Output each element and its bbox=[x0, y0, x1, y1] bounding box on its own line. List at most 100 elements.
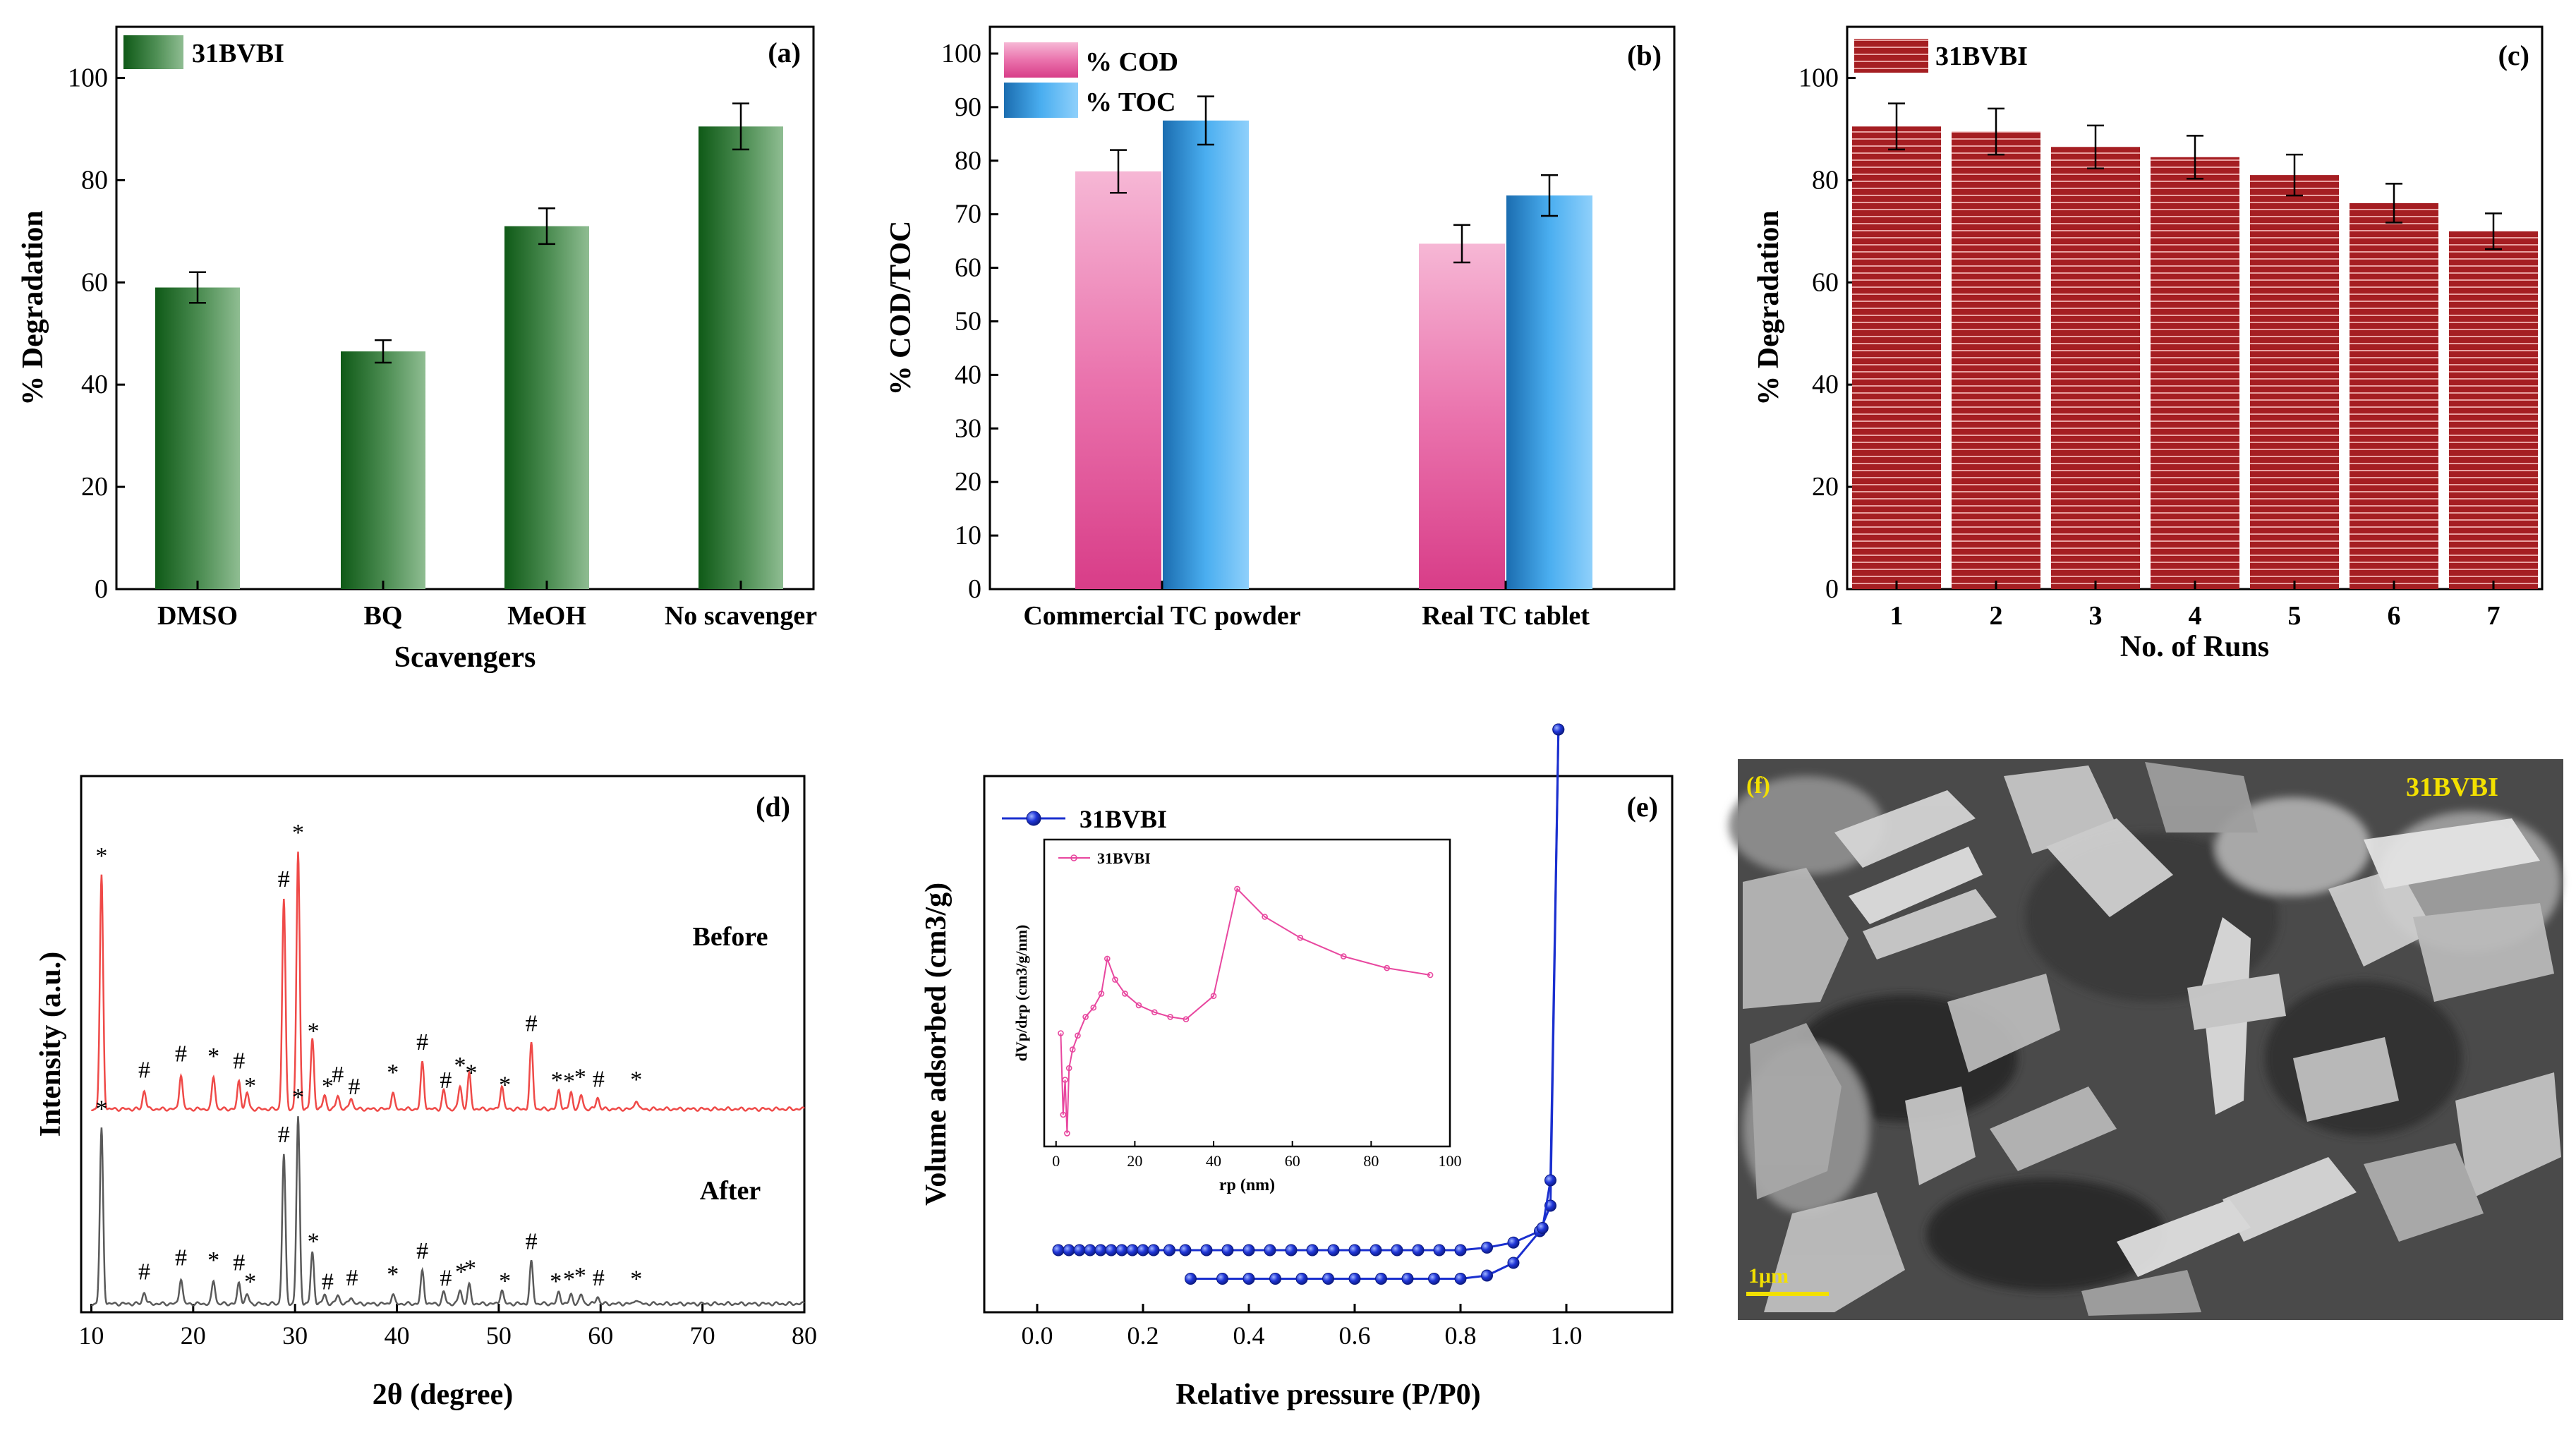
panel-d-peak-marker-0-23: * bbox=[630, 1067, 642, 1093]
panel-e-desorption-point-8 bbox=[1375, 1273, 1387, 1285]
panel-d-series-label-1: After bbox=[700, 1176, 761, 1206]
panel-e-inset-point-2 bbox=[1062, 1077, 1068, 1083]
panel-b-ytick-label-3: 30 bbox=[955, 413, 981, 443]
panel-c-bar-2 bbox=[2051, 147, 2140, 589]
panel-d-peak-marker-1-2: # bbox=[175, 1245, 187, 1271]
panel-d-peak-marker-1-17: # bbox=[526, 1229, 538, 1255]
panel-d-peak-marker-1-3: * bbox=[207, 1247, 219, 1273]
panel-e-panel-label: (e) bbox=[1627, 791, 1658, 823]
panel-e-desorption-point-6 bbox=[1428, 1273, 1440, 1285]
panel-b-legend-label-0: % COD bbox=[1085, 47, 1178, 77]
panel-e-frame bbox=[983, 775, 1674, 1314]
panel-d-xtick-label-7: 80 bbox=[792, 1321, 817, 1350]
panel-a-ytick-label-0: 0 bbox=[95, 574, 108, 604]
panel-a: 0 20 40 60 80 100 DMSO BQ MeOH No scavenger Scaven… bbox=[17, 25, 817, 674]
panel-c: 0 20 40 60 80 100 1 2 3 4 5 6 7 No. of Runs % Degradat… bbox=[1753, 25, 2544, 663]
panel-e-inset-point-0 bbox=[1058, 1030, 1064, 1036]
panel-e-desorption-point-11 bbox=[1295, 1273, 1308, 1285]
panel-d-peak-marker-0-14: # bbox=[440, 1067, 452, 1094]
panel-e-inset-line bbox=[1060, 887, 1431, 1134]
panel-e-inset-xtick-label-1: 20 bbox=[1127, 1152, 1142, 1170]
panel-d-xtick-label-1: 20 bbox=[181, 1321, 206, 1350]
panel-a-xtick-label-1: BQ bbox=[364, 601, 403, 631]
panel-d-peak-marker-0-16: * bbox=[465, 1060, 477, 1086]
panel-b: 0 10 20 30 40 50 60 70 80 90 100 Commercial TC powd… bbox=[885, 25, 1676, 631]
panel-c-ytick-label-5: 100 bbox=[1798, 63, 1839, 92]
panel-e-inset-point-9 bbox=[1098, 991, 1105, 997]
panel-d-peak-marker-0-15: * bbox=[454, 1053, 466, 1079]
panel-b-xtick-label-1: Real TC tablet bbox=[1422, 601, 1590, 631]
panel-e-inset-point-15 bbox=[1167, 1014, 1173, 1020]
panel-d-peak-marker-0-22: # bbox=[593, 1066, 605, 1092]
panel-d-peak-marker-1-4: # bbox=[233, 1249, 245, 1276]
panel-e-adsorption-point-16 bbox=[1285, 1244, 1298, 1257]
panel-a-ytick-label-4: 80 bbox=[81, 165, 108, 195]
panel-b-legend-swatch-1 bbox=[1004, 83, 1078, 118]
panel-e-adsorption-point-2 bbox=[1073, 1244, 1086, 1257]
panel-e-adsorption-point-12 bbox=[1200, 1244, 1213, 1257]
panel-e-xtick-label-4: 0.8 bbox=[1445, 1321, 1477, 1350]
panel-e-adsorption-point-5 bbox=[1105, 1244, 1118, 1257]
panel-b-ytick-label-6: 60 bbox=[955, 253, 981, 283]
panel-d-peak-marker-0-0: * bbox=[95, 843, 107, 869]
panel-a-xlabel: Scavengers bbox=[394, 641, 536, 674]
panel-c-xtick-label-5: 6 bbox=[2388, 601, 2401, 631]
panel-c-bar-6 bbox=[2449, 231, 2538, 589]
panel-e-adsorption-point-11 bbox=[1179, 1244, 1192, 1257]
panel-e: 0.0 0.2 0.4 0.6 0.8 1.0 Relative pressure (P/P… bbox=[920, 723, 1674, 1411]
panel-e-adsorption-point-26 bbox=[1507, 1236, 1520, 1249]
panel-c-legend-swatch bbox=[1854, 39, 1928, 73]
panel-c-bar-5 bbox=[2350, 202, 2438, 590]
panel-e-inset-point-21 bbox=[1340, 953, 1347, 959]
sem-sample-label: 31BVBI bbox=[2406, 773, 2498, 802]
panel-e-xtick-label-5: 1.0 bbox=[1551, 1321, 1583, 1350]
panel-c-legend-label: 31BVBI bbox=[1935, 42, 2028, 71]
panel-d-peak-marker-1-16: * bbox=[499, 1269, 511, 1295]
panel-d-peak-marker-0-1: # bbox=[138, 1058, 150, 1084]
panel-d-peak-marker-0-4: # bbox=[233, 1048, 245, 1074]
panel-b-bar-0-0 bbox=[1075, 171, 1161, 589]
panel-a-panel-label: (a) bbox=[768, 37, 801, 68]
panel-c-panel-label: (c) bbox=[2498, 40, 2529, 71]
panel-d-peak-marker-1-12: # bbox=[416, 1238, 428, 1264]
panel-d-xlabel: 2θ (degree) bbox=[373, 1379, 514, 1411]
panel-e-desorption-point-7 bbox=[1401, 1273, 1414, 1285]
panel-d-series-label-0: Before bbox=[693, 922, 768, 952]
panel-c-xtick-label-3: 4 bbox=[2189, 601, 2202, 631]
panel-e-adsorption-point-21 bbox=[1391, 1244, 1403, 1257]
panel-e-adsorption-point-18 bbox=[1327, 1244, 1340, 1257]
panel-e-inset-point-14 bbox=[1151, 1009, 1158, 1016]
panel-e-inset-point-11 bbox=[1112, 976, 1118, 983]
panel-e-inset-point-4 bbox=[1065, 1065, 1072, 1072]
panel-d-peak-marker-0-12: * bbox=[387, 1060, 399, 1086]
panel-a-ytick-label-3: 60 bbox=[81, 267, 108, 297]
panel-e-inset-point-22 bbox=[1384, 964, 1390, 971]
panel-a-ylabel: % Degradation bbox=[17, 210, 49, 406]
panel-c-ytick-label-2: 40 bbox=[1812, 370, 1839, 399]
panel-e-adsorption-point-20 bbox=[1369, 1244, 1382, 1257]
panel-b-ytick-label-7: 70 bbox=[955, 200, 981, 229]
panel-a-bar-3 bbox=[699, 126, 783, 589]
panel-d-panel-label: (d) bbox=[756, 791, 790, 823]
panel-d-peak-marker-0-2: # bbox=[175, 1041, 187, 1067]
panel-e-adsorption-point-19 bbox=[1348, 1244, 1361, 1257]
panel-c-xtick-label-4: 5 bbox=[2288, 601, 2302, 631]
panel-e-adsorption-point-15 bbox=[1264, 1244, 1276, 1257]
panel-e-adsorption-point-13 bbox=[1221, 1244, 1234, 1257]
sem-crystals bbox=[1743, 762, 2561, 1316]
panel-e-desorption-point-9 bbox=[1348, 1273, 1361, 1285]
panel-e-desorption-point-5 bbox=[1454, 1273, 1467, 1285]
panel-d-xtick-label-4: 50 bbox=[486, 1321, 512, 1350]
panel-e-inset-frame bbox=[1043, 838, 1451, 1148]
panel-a-legend-swatch bbox=[123, 35, 183, 69]
panel-e-inset-point-19 bbox=[1262, 914, 1268, 920]
panel-b-ytick-label-0: 0 bbox=[968, 574, 981, 604]
panel-d-peak-marker-0-5: * bbox=[244, 1073, 256, 1099]
panel-d-xtick-label-5: 60 bbox=[588, 1321, 613, 1350]
panel-d-peak-marker-0-7: * bbox=[292, 820, 304, 846]
panel-d-peak-marker-0-20: * bbox=[563, 1068, 575, 1094]
panel-e-inset-legend-label: 31BVBI bbox=[1097, 849, 1151, 867]
panel-b-ylabel: % COD/TOC bbox=[885, 221, 917, 396]
panel-e-adsorption-point-7 bbox=[1126, 1244, 1139, 1257]
panel-d-xtick-label-0: 10 bbox=[78, 1321, 104, 1350]
